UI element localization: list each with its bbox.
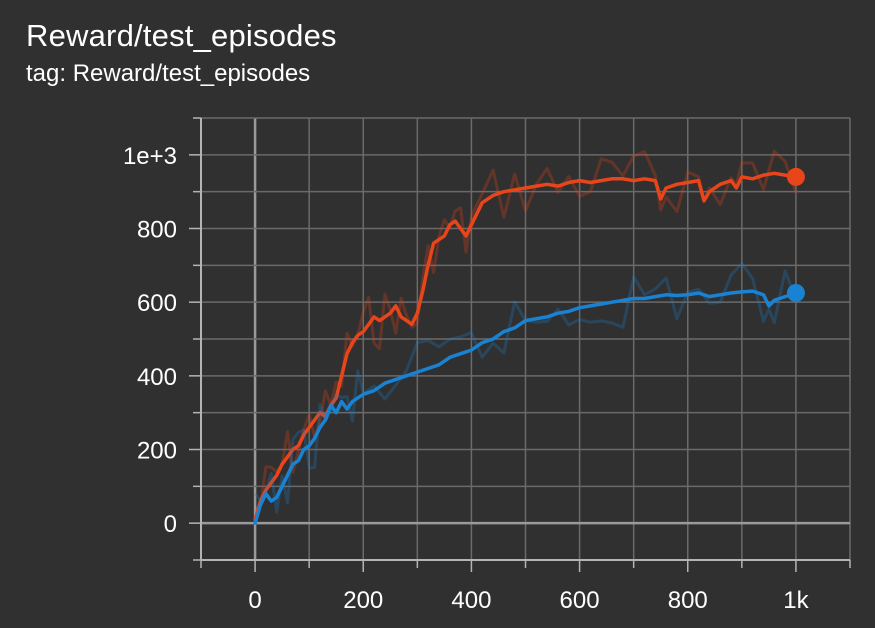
series-end-point <box>786 283 805 302</box>
chart-grid <box>200 117 851 561</box>
series-line <box>253 289 798 525</box>
y-tick-label: 600 <box>137 290 177 317</box>
x-axis-tick-labels: 0 200 400 600 800 1k <box>248 587 809 614</box>
chart-series <box>253 149 798 525</box>
y-tick-label: 1e+3 <box>123 143 177 170</box>
series-raw-line <box>253 149 798 520</box>
x-tick-label: 600 <box>560 587 600 614</box>
chart-endpoints <box>786 167 805 302</box>
y-tick-label: 400 <box>137 364 177 391</box>
x-tick-label: 400 <box>451 587 491 614</box>
series-line <box>253 171 798 522</box>
x-tick-label: 0 <box>248 587 261 614</box>
x-tick-label: 200 <box>343 587 383 614</box>
series-end-point <box>786 167 805 186</box>
y-axis-tick-labels: 0 200 400 600 800 1e+3 <box>123 143 177 538</box>
x-tick-label: 800 <box>668 587 708 614</box>
y-tick-label: 800 <box>137 217 177 244</box>
y-tick-label: 0 <box>164 511 177 538</box>
chart-subtitle: tag: Reward/test_episodes <box>26 60 311 87</box>
y-tick-label: 200 <box>137 438 177 465</box>
x-tick-label: 1k <box>783 587 809 614</box>
chart-axes <box>189 117 851 572</box>
chart-title: Reward/test_episodes <box>26 18 337 53</box>
